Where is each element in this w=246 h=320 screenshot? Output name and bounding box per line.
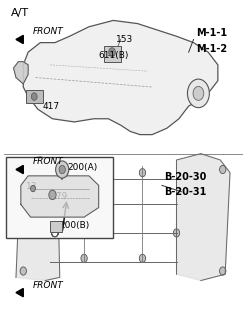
Bar: [6, 157, 113, 238]
Bar: [49, 221, 62, 232]
Text: 153: 153: [116, 35, 133, 44]
Bar: [104, 46, 121, 62]
Polygon shape: [21, 176, 99, 217]
Text: 611(B): 611(B): [99, 51, 129, 60]
Bar: [26, 90, 43, 103]
Polygon shape: [23, 20, 218, 135]
Circle shape: [20, 165, 26, 174]
Circle shape: [187, 79, 209, 108]
Circle shape: [49, 190, 56, 200]
Circle shape: [220, 165, 226, 174]
Polygon shape: [177, 154, 230, 281]
Circle shape: [173, 229, 180, 237]
Circle shape: [31, 185, 35, 192]
Circle shape: [81, 254, 87, 262]
Circle shape: [81, 169, 87, 177]
Polygon shape: [16, 35, 23, 44]
Text: FRONT: FRONT: [33, 281, 64, 290]
Text: 779: 779: [50, 192, 67, 201]
Circle shape: [220, 267, 226, 275]
Text: A/T: A/T: [11, 8, 29, 18]
Text: FRONT: FRONT: [33, 157, 64, 166]
Circle shape: [193, 86, 204, 100]
Polygon shape: [14, 62, 28, 84]
Circle shape: [31, 93, 37, 100]
Circle shape: [56, 161, 69, 178]
Polygon shape: [16, 157, 60, 281]
Circle shape: [59, 165, 65, 174]
Text: 417: 417: [43, 101, 60, 111]
Text: 200(A): 200(A): [67, 164, 97, 172]
Text: B-20-30: B-20-30: [164, 172, 207, 182]
Polygon shape: [16, 288, 23, 297]
Text: 13: 13: [26, 182, 37, 191]
Text: B-20-31: B-20-31: [164, 187, 207, 197]
Polygon shape: [16, 165, 23, 174]
Circle shape: [139, 254, 146, 262]
Text: FRONT: FRONT: [33, 27, 64, 36]
Circle shape: [139, 169, 146, 177]
Circle shape: [20, 267, 26, 275]
Circle shape: [109, 48, 115, 57]
Text: M-1-1: M-1-1: [196, 28, 227, 38]
Text: M-1-2: M-1-2: [196, 44, 227, 54]
Circle shape: [47, 229, 53, 237]
Text: 200(B): 200(B): [60, 220, 90, 229]
